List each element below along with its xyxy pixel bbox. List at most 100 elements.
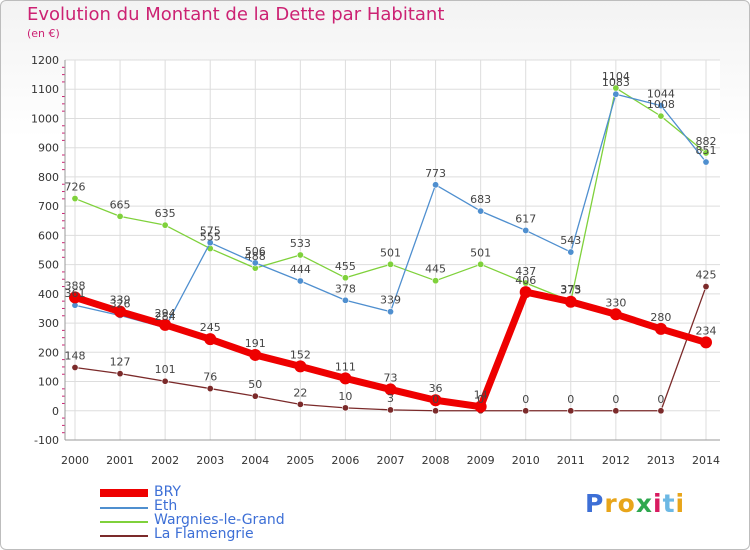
- y-tick-label: 600: [38, 229, 59, 242]
- x-tick-label: 2005: [286, 454, 314, 467]
- data-label-bry: 111: [335, 360, 356, 373]
- data-point-la-flamengrie: [206, 385, 214, 393]
- data-label-la-flamengrie: 0: [567, 393, 574, 406]
- data-label-la-flamengrie: 22: [293, 386, 307, 399]
- data-point-eth: [251, 259, 259, 267]
- data-point-eth: [702, 158, 710, 166]
- y-tick-label: 700: [38, 200, 59, 213]
- data-label-eth: 1044: [647, 88, 675, 101]
- data-point-la-flamengrie: [116, 370, 124, 378]
- y-tick-label: 200: [38, 346, 59, 359]
- data-point-bry: [249, 348, 262, 361]
- legend-label-wargnies: Wargnies-le-Grand: [154, 512, 285, 528]
- data-point-eth: [341, 296, 349, 304]
- data-label-eth: 444: [290, 263, 311, 276]
- data-label-eth: 506: [245, 245, 266, 258]
- data-label-bry: 280: [650, 311, 671, 324]
- series-lines: [69, 84, 712, 415]
- data-label-eth: 773: [425, 167, 446, 180]
- data-label-wargnies-le-grand: 1008: [647, 98, 675, 111]
- data-point-eth: [612, 90, 620, 98]
- data-label-la-flamengrie: 0: [522, 393, 529, 406]
- data-point-wargnies-le-grand: [71, 195, 79, 203]
- data-label-la-flamengrie: 0: [657, 393, 664, 406]
- y-tick-label: 500: [38, 259, 59, 272]
- data-label-eth: 1083: [602, 76, 630, 89]
- y-tick-label: 400: [38, 288, 59, 301]
- data-label-eth: 378: [335, 282, 356, 295]
- y-tick-label: 900: [38, 142, 59, 155]
- data-point-la-flamengrie: [296, 400, 304, 408]
- logo-letter: o: [617, 489, 636, 518]
- logo-letter: x: [635, 489, 653, 518]
- logo-letter: i: [675, 489, 686, 518]
- data-label-bry: 234: [696, 324, 717, 337]
- data-point-wargnies-le-grand: [116, 212, 124, 220]
- data-label-la-flamengrie: 148: [65, 350, 86, 363]
- data-label-bry: 152: [290, 348, 311, 361]
- data-label-la-flamengrie: 10: [338, 390, 352, 403]
- legend-swatch-eth: [100, 507, 148, 509]
- data-label-la-flamengrie: 127: [110, 356, 131, 369]
- data-label-wargnies-le-grand: 533: [290, 237, 311, 250]
- x-tick-label: 2006: [331, 454, 359, 467]
- data-label-eth: 575: [200, 225, 221, 238]
- x-tick-label: 2008: [422, 454, 450, 467]
- y-tick-label: -100: [34, 434, 59, 447]
- data-label-bry: 373: [560, 284, 581, 297]
- data-label-wargnies-le-grand: 1104: [602, 70, 630, 83]
- data-point-la-flamengrie: [567, 407, 575, 415]
- data-point-la-flamengrie: [251, 392, 259, 400]
- data-label-la-flamengrie: 101: [155, 363, 176, 376]
- data-label-la-flamengrie: 0: [612, 393, 619, 406]
- logo-letter: t: [662, 489, 676, 518]
- data-label-eth: 683: [470, 193, 491, 206]
- data-point-la-flamengrie: [161, 377, 169, 385]
- legend-swatch-wargnies: [100, 521, 148, 523]
- axes: -100010020030040050060070080090010001100…: [31, 54, 720, 467]
- legend-swatch-bry: [100, 489, 148, 497]
- x-tick-label: 2003: [196, 454, 224, 467]
- data-label-wargnies-le-grand: 501: [470, 246, 491, 259]
- x-tick-label: 2012: [602, 454, 630, 467]
- data-labels: 148 127 101 76 50 22 10 3 0 0 0 0 0 0 425 726 665 635 555 4…: [65, 70, 717, 406]
- data-label-bry: 388: [65, 279, 86, 292]
- data-point-eth: [206, 239, 214, 247]
- data-label-la-flamengrie: 0: [432, 393, 439, 406]
- data-point-wargnies-le-grand: [702, 149, 710, 157]
- legend-label-eth: Eth: [154, 498, 178, 514]
- data-point-la-flamengrie: [386, 406, 394, 414]
- x-tick-label: 2004: [241, 454, 269, 467]
- legend-label-flamengrie: La Flamengrie: [154, 526, 254, 542]
- data-label-bry: 36: [429, 382, 443, 395]
- x-tick-label: 2007: [377, 454, 405, 467]
- data-label-bry: 191: [245, 337, 266, 350]
- plot-area: [65, 60, 720, 440]
- data-point-bry: [384, 383, 397, 396]
- data-point-bry: [339, 372, 352, 385]
- data-point-eth: [432, 181, 440, 189]
- legend: BRY Eth Wargnies-le-Grand La Flamengrie: [100, 484, 400, 542]
- data-point-bry: [474, 400, 487, 413]
- data-label-eth: 617: [515, 212, 536, 225]
- data-label-bry: 294: [155, 307, 176, 320]
- data-label-wargnies-le-grand: 375: [560, 283, 581, 296]
- data-point-bry: [519, 286, 532, 299]
- legend-item-flamengrie: La Flamengrie: [100, 526, 400, 542]
- data-label-wargnies-le-grand: 437: [515, 265, 536, 278]
- data-point-la-flamengrie: [612, 407, 620, 415]
- data-label-eth: 326: [110, 297, 131, 310]
- data-label-bry: 73: [384, 371, 398, 384]
- data-point-la-flamengrie: [702, 283, 710, 291]
- data-point-bry: [294, 360, 307, 373]
- data-label-bry: 339: [110, 294, 131, 307]
- proxiti-logo: Proxiti: [585, 489, 685, 518]
- data-label-wargnies-le-grand: 488: [245, 250, 266, 263]
- y-tick-label: 0: [52, 405, 59, 418]
- logo-letter: r: [604, 489, 618, 518]
- data-point-wargnies-le-grand: [432, 277, 440, 285]
- data-point-bry: [654, 322, 667, 335]
- y-tick-label: 1100: [31, 83, 59, 96]
- data-point-wargnies-le-grand: [386, 260, 394, 268]
